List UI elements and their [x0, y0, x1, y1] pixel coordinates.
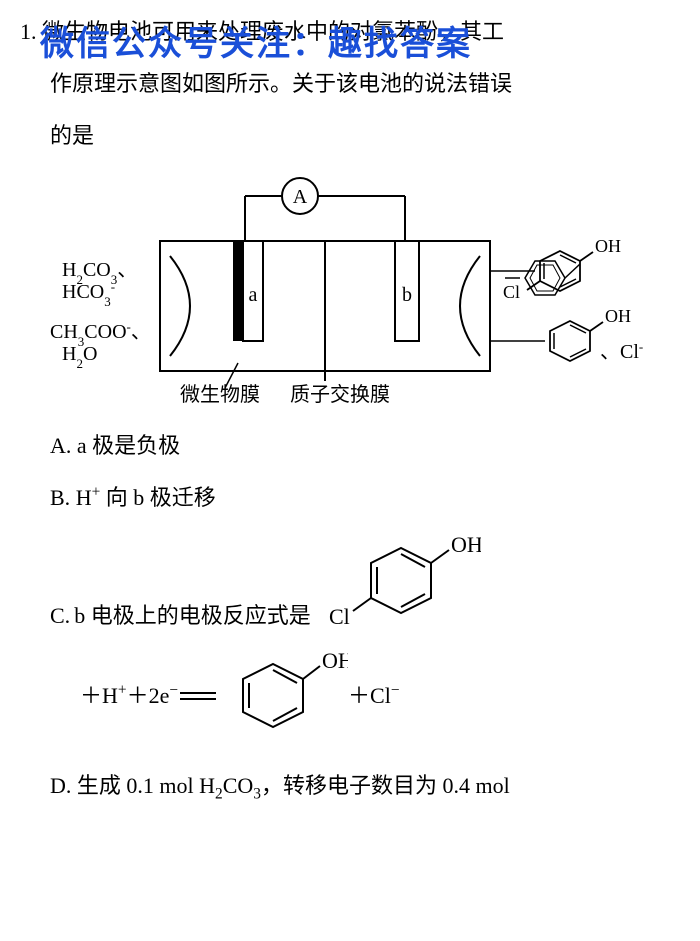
option-a-text: a 极是负极 — [77, 433, 180, 458]
diagram-svg: A a b H2CO3、 HCO3- CH3COO-、 H2O OH — [50, 166, 670, 416]
option-c-eq-right: ＋Cl− — [348, 674, 399, 718]
mol-c1-icon: OH Cl — [321, 528, 481, 638]
option-c: C. b 电极上的电极反应式是 OH Cl — [50, 528, 680, 638]
svg-text:OH: OH — [595, 236, 621, 256]
option-a: A. a 极是负极 — [50, 424, 680, 468]
svg-text:Cl: Cl — [503, 282, 520, 302]
ammeter-label: A — [293, 186, 308, 208]
question-line3: 的是 — [50, 114, 680, 158]
option-a-label: A. — [50, 433, 71, 458]
option-c-eq: ＋H+＋2e− OH ＋Cl− — [80, 646, 680, 746]
option-c-eq-left: ＋H+＋2e− — [80, 674, 178, 718]
svg-text:OH: OH — [605, 306, 631, 326]
option-b-text: H+ 向 b 极迁移 — [76, 485, 216, 510]
option-b-label: B. — [50, 485, 70, 510]
option-d-label: D. — [50, 773, 71, 798]
mol-c2-icon: OH — [218, 646, 348, 746]
svg-text:OH: OH — [322, 648, 348, 673]
electrode-b-label: b — [402, 284, 412, 306]
biofilm-label: 微生物膜 — [180, 383, 260, 406]
option-c-text: b 电极上的电极反应式是 — [74, 594, 311, 638]
svg-text:、Cl-: 、Cl- — [600, 339, 643, 364]
cell-diagram: A a b H2CO3、 HCO3- CH3COO-、 H2O OH — [50, 166, 680, 416]
option-c-label: C. — [50, 594, 70, 638]
pem-label: 质子交换膜 — [290, 383, 390, 406]
option-b: B. H+ 向 b 极迁移 — [50, 476, 680, 520]
option-d-text: 生成 0.1 mol H2CO3，转移电子数目为 0.4 mol — [77, 773, 510, 798]
question-number: 1. — [20, 19, 37, 44]
svg-text:Cl: Cl — [329, 604, 350, 629]
option-d: D. 生成 0.1 mol H2CO3，转移电子数目为 0.4 mol — [50, 764, 680, 810]
watermark-text: 微信公众号关注：趣找答案 — [40, 10, 472, 78]
svg-text:OH: OH — [451, 532, 481, 557]
left-top-2: HCO3- — [62, 279, 115, 309]
electrode-a-label: a — [249, 284, 258, 306]
equals-icon — [178, 686, 218, 706]
